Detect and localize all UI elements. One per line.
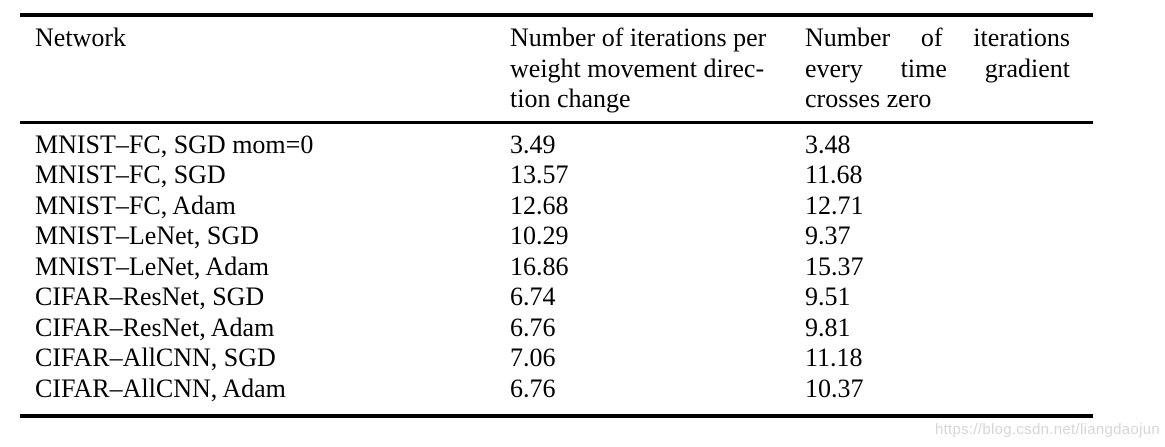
iters-per-direction-change-cell: 6.76 [510,312,556,342]
header-iters-per-direction-change: Number of iterations per weight movement… [510,23,767,113]
iters-per-zero-crossing-cell: 9.37 [805,221,851,250]
table-body: MNIST–FC, SGD mom=0 3.49 3.48 MNIST–FC, … [20,124,1093,415]
network-cell: MNIST–FC, SGD mom=0 [35,129,314,159]
table-row: MNIST–FC, Adam 12.68 12.71 [35,191,1093,222]
header-iters-per-zero-crossing: Number of iterations every time gradient… [805,23,1070,113]
iters-per-direction-change-cell: 7.06 [510,343,556,372]
table-top-rule [20,13,1093,17]
network-cell: MNIST–LeNet, SGD [35,221,259,250]
network-cell: CIFAR–AllCNN, SGD [35,343,276,372]
table-row: CIFAR–ResNet, SGD 6.74 9.51 [35,282,1093,313]
table-header-rule [20,120,1093,124]
iters-per-direction-change-cell: 10.29 [510,221,569,250]
iters-per-zero-crossing-cell: 11.68 [805,160,863,189]
table-row: MNIST–FC, SGD mom=0 3.49 3.48 [35,130,1093,161]
iters-per-zero-crossing-cell: 11.18 [805,343,863,372]
results-table: Network Number of iterations per weight … [20,13,1093,418]
iters-per-zero-crossing-cell: 3.48 [805,129,851,159]
iters-per-zero-crossing-cell: 10.37 [805,373,864,403]
iters-per-zero-crossing-cell: 9.81 [805,312,851,342]
csdn-watermark: https://blog.csdn.net/liangdaojun [934,421,1160,438]
iters-per-direction-change-cell: 3.49 [510,129,556,159]
network-cell: CIFAR–ResNet, Adam [35,312,275,342]
table-row: MNIST–LeNet, SGD 10.29 9.37 [35,221,1093,252]
network-cell: MNIST–LeNet, Adam [35,251,269,281]
table-row: CIFAR–ResNet, Adam 6.76 9.81 [35,313,1093,344]
table-row: MNIST–LeNet, Adam 16.86 15.37 [35,252,1093,283]
iters-per-zero-crossing-cell: 15.37 [805,251,864,281]
iters-per-zero-crossing-cell: 12.71 [805,190,864,220]
iters-per-direction-change-cell: 6.76 [510,373,556,403]
iters-per-direction-change-cell: 12.68 [510,190,569,220]
network-cell: MNIST–FC, SGD [35,160,226,189]
network-cell: CIFAR–AllCNN, Adam [35,373,286,403]
table-row: CIFAR–AllCNN, Adam 6.76 10.37 [35,374,1093,405]
header-network-label: Network [35,23,126,52]
iters-per-direction-change-cell: 6.74 [510,282,556,311]
table-row: CIFAR–AllCNN, SGD 7.06 11.18 [35,343,1093,374]
network-cell: MNIST–FC, Adam [35,190,236,220]
network-cell: CIFAR–ResNet, SGD [35,282,265,311]
iters-per-zero-crossing-cell: 9.51 [805,282,851,311]
header-network: Network [35,23,510,115]
table-header-row: Network Number of iterations per weight … [20,17,1093,121]
table-row: MNIST–FC, SGD 13.57 11.68 [35,160,1093,191]
iters-per-direction-change-cell: 13.57 [510,160,569,189]
iters-per-direction-change-cell: 16.86 [510,251,569,281]
table-bottom-rule [20,414,1093,418]
